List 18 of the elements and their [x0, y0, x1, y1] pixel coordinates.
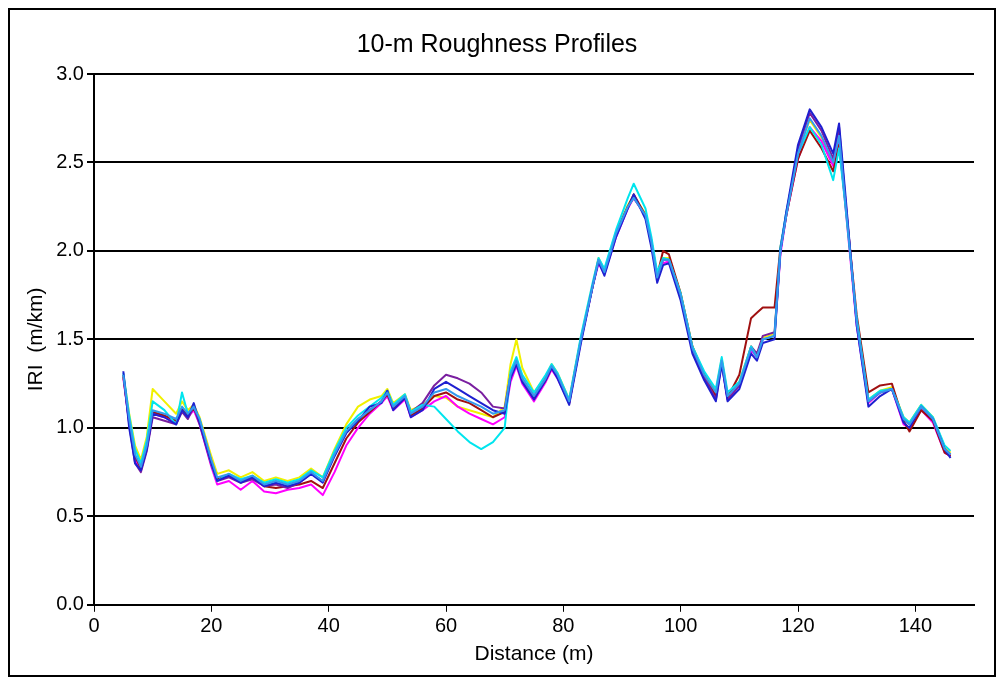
y-tick-label: 1.5 — [56, 326, 84, 349]
x-tick-label: 100 — [663, 614, 698, 637]
x-tick-label: 0 — [88, 614, 100, 637]
y-tick-label: 2.0 — [56, 238, 84, 261]
x-axis-title: Distance (m) — [474, 641, 594, 665]
x-tick-label: 140 — [898, 614, 933, 637]
chart-title: 10-m Roughness Profiles — [356, 28, 638, 57]
x-tick-label: 60 — [434, 614, 458, 637]
x-tick-label: 40 — [317, 614, 340, 637]
y-tick-label: 2.5 — [56, 149, 84, 172]
y-axis-title: IRI (m/km) — [23, 287, 47, 392]
y-tick-label: 3.0 — [56, 61, 84, 84]
y-tick-label: 1.0 — [56, 415, 84, 438]
x-tick-label: 20 — [200, 614, 223, 637]
x-tick-label: 120 — [781, 614, 815, 637]
y-tick-label: 0.0 — [56, 592, 84, 615]
x-tick-label: 80 — [552, 614, 575, 637]
y-tick-label: 0.5 — [56, 503, 84, 526]
